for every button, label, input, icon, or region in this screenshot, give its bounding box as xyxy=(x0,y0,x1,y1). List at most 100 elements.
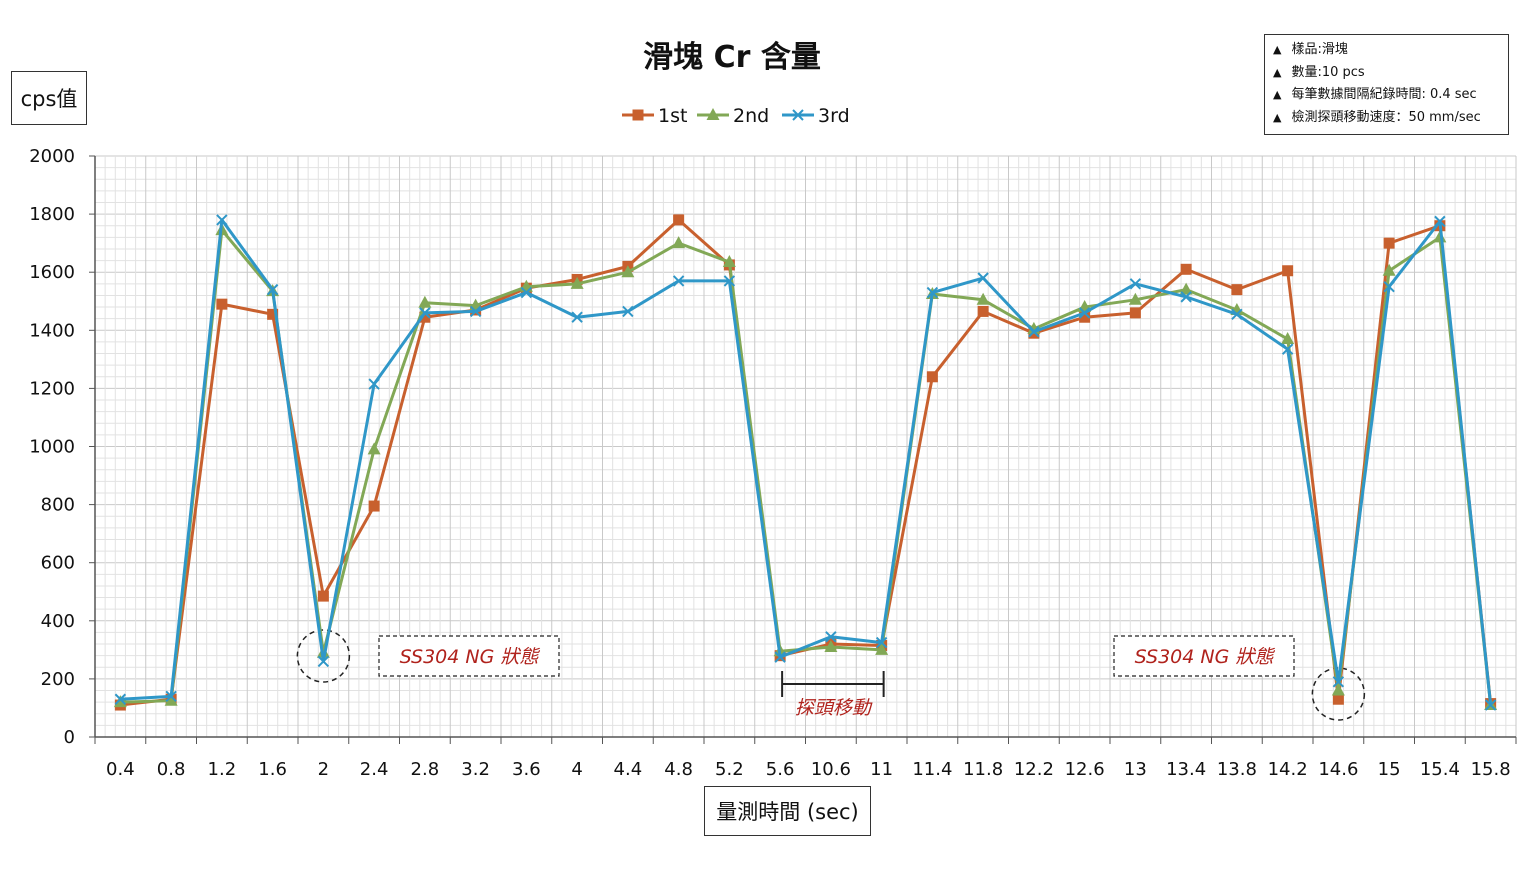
y-tick-label: 1600 xyxy=(29,262,75,283)
ng-highlight-circle xyxy=(1311,667,1366,721)
data-point xyxy=(216,298,228,310)
data-point xyxy=(1281,343,1294,355)
legend-label: 2nd xyxy=(733,105,769,127)
x-tick-label: 2 xyxy=(318,759,329,780)
data-point xyxy=(1078,307,1091,319)
x-tick-label: 12.2 xyxy=(1014,759,1054,780)
data-point xyxy=(469,305,482,318)
data-point xyxy=(1382,263,1396,276)
x-tick-label: 11.4 xyxy=(912,759,952,780)
x-tick-labels: 0.4 0.8 1.2 1.6 2 2.4 2.8 3.2 3.6 4 4.4 4.8 5.2 5.6 10… xyxy=(106,759,1511,780)
y-tick-label: 800 xyxy=(41,495,75,516)
data-point xyxy=(825,631,837,643)
y-tick-label: 200 xyxy=(41,669,75,690)
series-group xyxy=(113,214,1498,711)
chart-title: 滑塊 Cr 含量 xyxy=(643,40,821,75)
data-point xyxy=(1180,263,1192,275)
ng-highlight-circle xyxy=(296,629,351,683)
data-point xyxy=(1180,291,1192,303)
data-point xyxy=(1383,281,1395,293)
x-tick-label: 3.2 xyxy=(461,759,490,780)
x-tick-label: 5.6 xyxy=(766,759,795,780)
data-point xyxy=(976,292,990,305)
data-point xyxy=(824,639,838,652)
x-tick-label: 1.2 xyxy=(208,759,237,780)
data-point xyxy=(1129,307,1141,319)
x-tick-label: 13.8 xyxy=(1217,759,1257,780)
y-tick-label: 1800 xyxy=(29,204,75,225)
x-tick-label: 12.6 xyxy=(1065,759,1105,780)
x-axis-label: 量測時間 (sec) xyxy=(704,786,871,836)
data-point xyxy=(317,655,330,668)
y-tick-label: 0 xyxy=(64,727,75,748)
data-point xyxy=(1434,215,1446,228)
data-point xyxy=(1332,676,1345,688)
legend: 1st 2nd 3rd xyxy=(622,105,850,127)
data-point xyxy=(673,214,685,226)
data-point xyxy=(875,636,888,649)
data-point xyxy=(1484,699,1497,711)
data-point xyxy=(632,109,644,121)
data-point xyxy=(216,214,228,226)
data-point xyxy=(875,642,889,655)
x-tick-label: 15.4 xyxy=(1420,759,1460,780)
data-point xyxy=(926,371,938,383)
data-point xyxy=(1079,311,1091,323)
data-point xyxy=(1383,237,1395,249)
data-point xyxy=(164,693,178,706)
series-3rd xyxy=(114,214,1497,711)
x-tick-label: 0.4 xyxy=(106,759,135,780)
axes xyxy=(89,155,1517,744)
x-tick-label: 3.6 xyxy=(512,759,541,780)
data-point xyxy=(706,108,720,120)
data-point xyxy=(419,311,431,323)
data-point xyxy=(165,690,177,703)
data-point xyxy=(368,378,380,390)
ng-label: SS304 NG 狀態 xyxy=(400,646,541,668)
y-tick-label: 1000 xyxy=(29,437,75,458)
x-tick-label: 13.4 xyxy=(1166,759,1206,780)
info-quantity: 數量:10 pcs xyxy=(1273,62,1500,85)
x-tick-label: 4 xyxy=(571,759,582,780)
data-point xyxy=(1231,284,1243,296)
data-point xyxy=(977,305,989,317)
info-speed: 檢測探頭移動速度：50 mm/sec xyxy=(1273,107,1500,130)
x-tick-label: 15.8 xyxy=(1471,759,1511,780)
data-point xyxy=(722,255,736,268)
x-tick-label: 2.8 xyxy=(411,759,440,780)
y-tick-label: 1400 xyxy=(29,320,75,341)
data-point xyxy=(418,295,432,308)
x-tick-label: 2.4 xyxy=(360,759,389,780)
info-sample: 樣品:滑塊 xyxy=(1273,39,1500,62)
x-tick-label: 4.8 xyxy=(664,759,693,780)
legend-item: 2nd xyxy=(697,105,769,127)
data-point xyxy=(520,286,533,299)
x-tick-label: 1.6 xyxy=(258,759,287,780)
data-point xyxy=(1129,278,1142,290)
x-tick-label: 5.2 xyxy=(715,759,744,780)
x-tick-label: 4.4 xyxy=(614,759,643,780)
ng-label-box xyxy=(378,635,560,677)
y-axis-label: cps值 xyxy=(11,71,87,125)
y-tick-label: 1200 xyxy=(29,378,75,399)
data-point xyxy=(570,276,584,289)
info-box: 樣品:滑塊 數量:10 pcs 每筆數據間隔紀錄時間: 0.4 sec 檢測探頭… xyxy=(1264,34,1509,135)
data-point xyxy=(114,693,127,705)
x-tick-label: 11 xyxy=(870,759,893,780)
data-point xyxy=(926,286,939,299)
x-tick-label: 13 xyxy=(1124,759,1147,780)
data-point xyxy=(1281,332,1295,345)
x-tick-label: 15 xyxy=(1378,759,1401,780)
data-point xyxy=(1179,282,1193,295)
data-point xyxy=(1128,292,1142,305)
info-interval: 每筆數據間隔紀錄時間: 0.4 sec xyxy=(1273,84,1500,107)
x-tick-label: 0.8 xyxy=(157,759,186,780)
x-tick-label: 10.6 xyxy=(811,759,851,780)
probe-move-label: 探頭移動 xyxy=(795,697,873,719)
data-point xyxy=(367,442,381,455)
legend-label: 1st xyxy=(658,105,687,127)
series-line xyxy=(120,218,1493,706)
data-point xyxy=(1282,265,1294,277)
x-tick-label: 14.2 xyxy=(1268,759,1308,780)
data-point xyxy=(672,236,686,249)
